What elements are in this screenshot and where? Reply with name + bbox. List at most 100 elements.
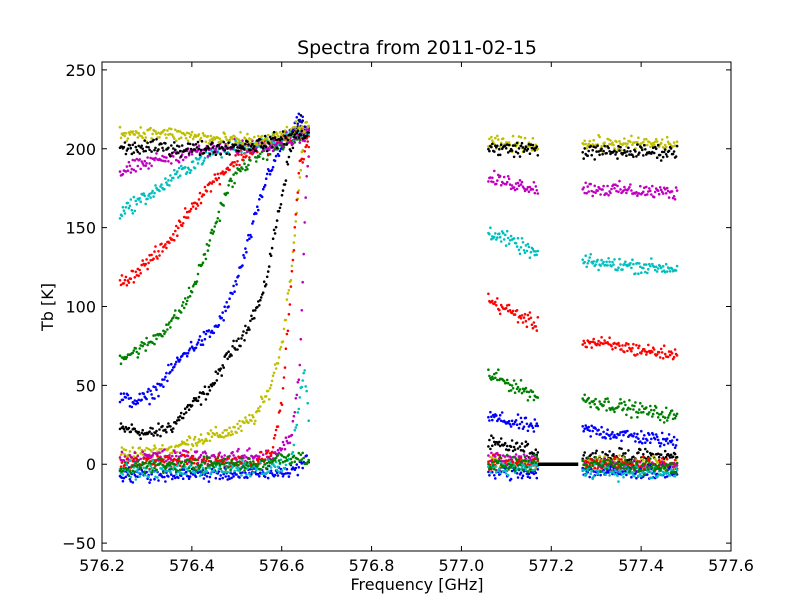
data-point (526, 185, 530, 189)
data-point (645, 263, 648, 266)
data-point (509, 466, 513, 469)
data-point (629, 150, 632, 153)
data-point (516, 476, 520, 479)
data-point (535, 476, 539, 480)
data-point (526, 429, 530, 433)
data-point (663, 148, 667, 151)
data-point (122, 448, 126, 451)
data-point (296, 380, 300, 384)
data-point (638, 262, 641, 265)
data-point (180, 460, 184, 464)
data-point (657, 351, 661, 354)
data-point (162, 471, 165, 475)
data-point (164, 467, 167, 471)
data-point (625, 473, 628, 477)
data-point (517, 135, 521, 138)
data-point (583, 393, 586, 397)
data-point (227, 184, 230, 187)
data-point (217, 176, 221, 180)
data-point (674, 155, 678, 158)
data-point (516, 413, 520, 416)
data-point (674, 414, 678, 418)
data-point (307, 458, 311, 462)
data-point (297, 451, 301, 455)
data-point (526, 442, 530, 446)
data-point (593, 158, 596, 161)
data-point (257, 134, 260, 138)
data-point (277, 154, 281, 158)
data-point (255, 143, 259, 146)
data-point (507, 242, 511, 245)
data-point (640, 468, 643, 472)
data-point (201, 131, 205, 135)
y-tick-label: 250 (65, 61, 96, 80)
data-point (634, 354, 637, 357)
data-point (528, 395, 532, 399)
data-point (524, 386, 528, 390)
data-point (647, 457, 650, 460)
data-point (186, 454, 190, 458)
data-point (162, 329, 165, 333)
data-point (628, 185, 631, 189)
data-point (152, 257, 155, 261)
data-point (224, 142, 227, 146)
series-11-points (118, 454, 679, 484)
data-point (659, 347, 663, 351)
data-point (221, 459, 224, 463)
data-point (243, 469, 246, 472)
data-point (640, 142, 643, 145)
data-point (658, 444, 662, 448)
x-axis-title: Frequency [GHz] (350, 575, 483, 594)
data-point (596, 189, 599, 192)
data-point (536, 192, 540, 195)
data-point (656, 438, 660, 442)
data-point (597, 268, 600, 272)
data-point (623, 400, 626, 404)
data-point (657, 192, 661, 196)
data-point (661, 437, 665, 441)
data-point (275, 468, 279, 472)
x-tick-label: 577.0 (439, 556, 485, 575)
data-point (242, 330, 245, 333)
data-point (239, 131, 242, 134)
data-point (140, 160, 143, 163)
data-point (528, 311, 532, 314)
data-point (223, 148, 226, 152)
data-point (278, 461, 282, 465)
data-point (653, 268, 657, 272)
data-point (627, 146, 630, 150)
data-point (490, 451, 493, 455)
data-point (204, 150, 208, 154)
data-point (164, 375, 167, 379)
data-point (200, 339, 204, 342)
data-point (670, 190, 674, 193)
data-point (220, 435, 223, 438)
data-point (521, 241, 525, 244)
data-point (493, 474, 496, 477)
data-point (506, 236, 510, 240)
data-point (222, 366, 225, 369)
data-point (661, 155, 665, 159)
data-point (301, 139, 305, 142)
data-point (632, 342, 635, 346)
data-point (259, 138, 262, 141)
data-point (220, 462, 223, 466)
data-point (196, 399, 200, 403)
data-point (132, 151, 136, 154)
data-point (119, 362, 123, 366)
data-point (499, 184, 503, 187)
data-point (180, 224, 184, 228)
data-point (520, 476, 524, 480)
data-point (185, 299, 189, 303)
data-point (598, 400, 601, 403)
data-point (659, 141, 663, 145)
data-point (627, 468, 630, 471)
data-point (156, 382, 159, 386)
data-point (653, 467, 657, 470)
data-point (154, 334, 157, 337)
data-point (210, 150, 214, 153)
data-point (260, 141, 264, 145)
data-point (521, 427, 525, 431)
data-point (223, 429, 226, 432)
data-point (495, 470, 498, 474)
